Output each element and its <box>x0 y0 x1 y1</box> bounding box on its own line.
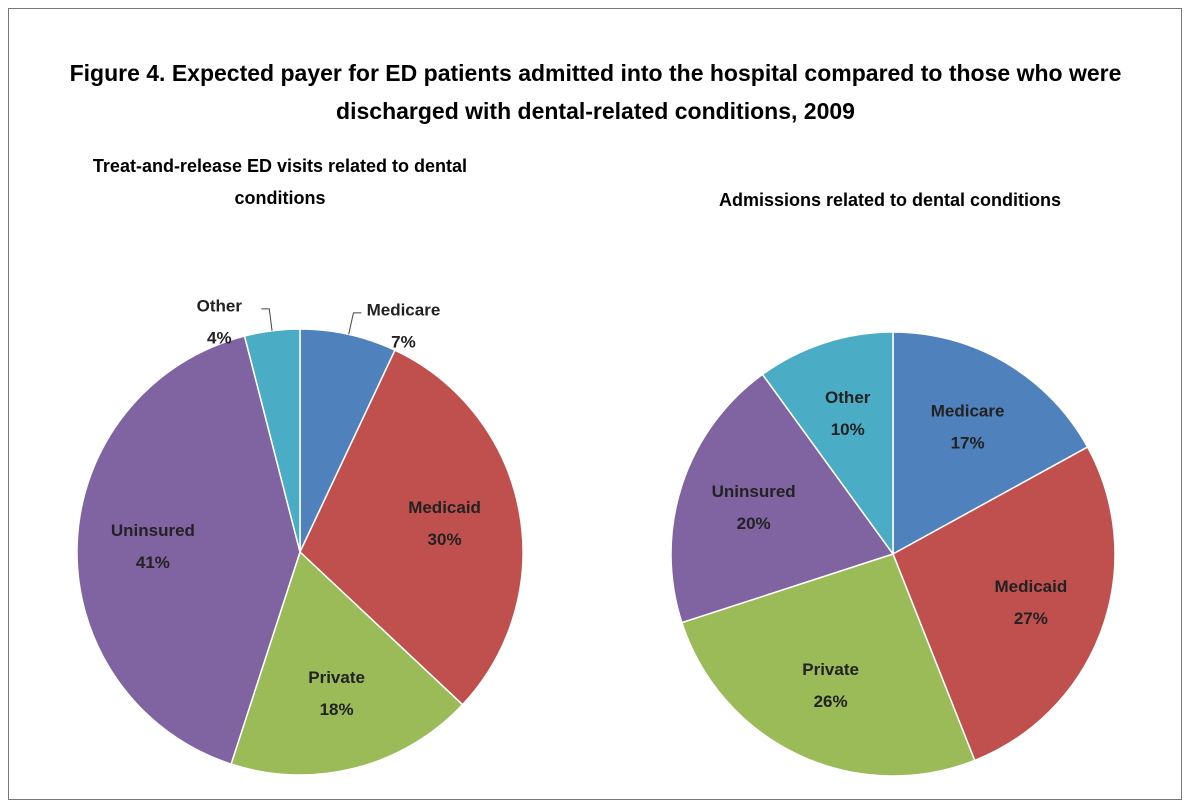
leader-line <box>261 308 273 331</box>
slice-value-label: 18% <box>320 700 354 719</box>
slice-label: Other <box>825 388 871 407</box>
leader-line <box>348 312 362 335</box>
slice-value-label: 4% <box>207 328 232 347</box>
pie-slice <box>230 550 464 776</box>
pie-slice <box>680 553 976 777</box>
figure-title: Figure 4. Expected payer for ED patients… <box>69 60 1122 124</box>
slice-label: Medicare <box>931 401 1005 420</box>
pie-slice <box>299 349 524 706</box>
slice-label: Other <box>197 296 243 315</box>
pie-title: Admissions related to dental conditions <box>718 190 1062 210</box>
pie-slice <box>243 328 301 553</box>
slice-value-label: 20% <box>737 514 771 533</box>
slice-label: Uninsured <box>712 482 796 501</box>
pie-title: Treat-and-release ED visits related to d… <box>92 156 468 208</box>
slice-value-label: 27% <box>1014 609 1048 628</box>
slice-label: Private <box>308 668 365 687</box>
chart-frame <box>8 8 1182 800</box>
pie-slice <box>892 446 1116 762</box>
slice-value-label: 10% <box>831 420 865 439</box>
slice-label: Uninsured <box>111 521 195 540</box>
pie-slice <box>892 331 1089 556</box>
slice-value-label: 41% <box>136 553 170 572</box>
pie-slice <box>670 373 895 624</box>
slice-value-label: 17% <box>951 433 985 452</box>
slice-value-label: 26% <box>814 692 848 711</box>
slice-label: Medicaid <box>408 498 481 517</box>
slice-label: Medicaid <box>994 577 1067 596</box>
slice-label: Medicare <box>367 300 441 319</box>
slice-value-label: 30% <box>428 530 462 549</box>
slice-label: Private <box>802 660 859 679</box>
pie-slice <box>761 331 894 557</box>
pie-slice <box>76 335 301 766</box>
slice-value-label: 7% <box>391 332 416 351</box>
